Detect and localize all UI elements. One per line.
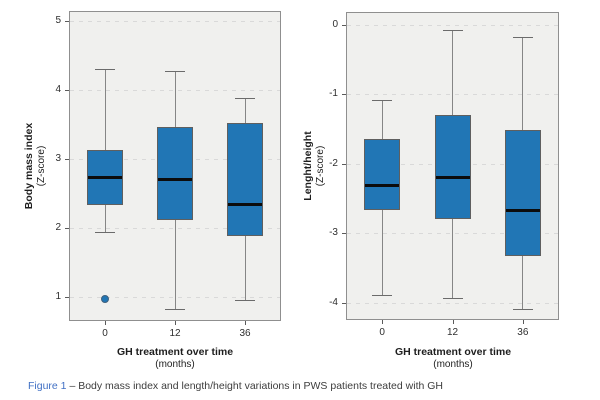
x-tick-label: 12 bbox=[169, 328, 181, 339]
y-tick-label: -3 bbox=[329, 227, 338, 239]
bmi-x-axis-title-line2: (months) bbox=[155, 359, 195, 370]
y-tick-label: 0 bbox=[332, 18, 338, 30]
bmi-x-axis-title: GH treatment over time (months) bbox=[85, 346, 265, 371]
x-tick-label: 0 bbox=[379, 327, 385, 338]
y-tick-mark bbox=[65, 159, 69, 161]
box-median-line bbox=[158, 178, 192, 182]
x-tick-mark bbox=[452, 320, 454, 324]
box-whisker-cap-top bbox=[235, 97, 255, 99]
y-tick-mark bbox=[342, 24, 346, 26]
y-tick-mark bbox=[65, 297, 69, 299]
box-whisker-cap-top bbox=[512, 36, 533, 38]
box-median-line bbox=[228, 203, 262, 207]
figure-caption-text: – Body mass index and length/height vari… bbox=[69, 380, 443, 392]
box-whisker-cap-bottom bbox=[372, 295, 393, 297]
y-tick-label: 5 bbox=[55, 14, 61, 26]
bmi-y-axis-title-line2: (Z-score) bbox=[36, 145, 47, 187]
x-tick-label: 36 bbox=[517, 327, 529, 338]
box-whisker-cap-bottom bbox=[512, 309, 533, 311]
y-tick-label: 3 bbox=[55, 153, 61, 165]
y-tick-mark bbox=[65, 228, 69, 230]
y-tick-mark bbox=[342, 163, 346, 165]
y-tick-mark bbox=[342, 94, 346, 96]
box-median-line bbox=[435, 175, 470, 179]
bmi-y-axis-title: Body mass index (Z-score) bbox=[23, 11, 49, 321]
x-tick-mark bbox=[175, 321, 176, 325]
x-tick-mark bbox=[522, 320, 524, 324]
y-tick-label: -2 bbox=[329, 157, 338, 169]
box-whisker-cap-top bbox=[372, 99, 393, 101]
box bbox=[434, 114, 471, 219]
box-whisker-cap-top bbox=[95, 68, 115, 70]
y-tick-label: 1 bbox=[55, 291, 61, 303]
height-x-axis-title: GH treatment over time (months) bbox=[363, 346, 543, 371]
figure-caption: Figure 1 – Body mass index and length/he… bbox=[28, 380, 443, 392]
gridline bbox=[347, 303, 558, 304]
gridline bbox=[347, 24, 558, 26]
height-x-axis-title-line2: (months) bbox=[433, 359, 473, 370]
box-whisker-cap-bottom bbox=[235, 299, 255, 301]
box bbox=[364, 138, 401, 210]
x-tick-mark bbox=[382, 320, 384, 324]
y-tick-label: -4 bbox=[329, 297, 338, 308]
figure-caption-label: Figure 1 bbox=[28, 380, 67, 392]
y-tick-label: -1 bbox=[329, 88, 338, 100]
outlier-point bbox=[101, 295, 109, 304]
y-tick-label: 4 bbox=[55, 84, 61, 96]
box bbox=[227, 123, 263, 237]
x-tick-label: 36 bbox=[239, 328, 251, 339]
box-median-line bbox=[88, 176, 122, 180]
bmi-x-axis-title-line1: GH treatment over time bbox=[116, 346, 234, 358]
y-tick-label: 2 bbox=[55, 222, 61, 234]
box bbox=[157, 126, 193, 220]
y-tick-mark bbox=[342, 303, 346, 304]
x-tick-mark bbox=[105, 321, 106, 325]
x-tick-mark bbox=[245, 321, 246, 325]
height-x-axis-title-line1: GH treatment over time bbox=[394, 346, 512, 358]
box-whisker-cap-top bbox=[442, 30, 463, 32]
box-whisker-cap-bottom bbox=[442, 298, 463, 300]
height-plot-area bbox=[346, 12, 559, 320]
y-tick-mark bbox=[65, 20, 69, 22]
gridline bbox=[70, 20, 280, 22]
box bbox=[504, 129, 541, 257]
y-tick-mark bbox=[342, 233, 346, 235]
x-tick-label: 12 bbox=[446, 327, 459, 338]
box-median-line bbox=[505, 209, 540, 212]
box-median-line bbox=[365, 183, 400, 187]
box-whisker-cap-bottom bbox=[95, 231, 115, 233]
bmi-plot-area bbox=[69, 11, 281, 321]
box-whisker-cap-top bbox=[165, 70, 185, 72]
x-tick-label: 0 bbox=[102, 328, 108, 339]
bmi-y-axis-title-line1: Body mass index bbox=[23, 122, 35, 210]
box-whisker-cap-bottom bbox=[165, 308, 185, 310]
y-tick-mark bbox=[65, 90, 69, 92]
